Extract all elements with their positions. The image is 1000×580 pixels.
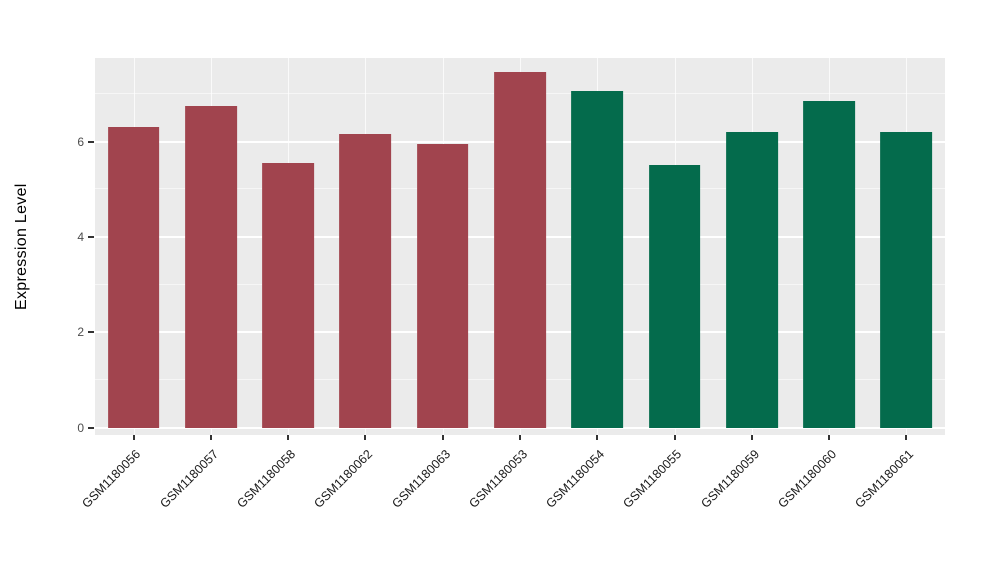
x-tick-mark xyxy=(209,435,212,440)
bar-GSM1180058 xyxy=(262,163,315,428)
x-axis-tick-marks xyxy=(95,435,945,441)
x-tick-label-GSM1180054: GSM1180054 xyxy=(543,447,608,511)
y-tick-label: 6 xyxy=(77,134,84,149)
x-tick-label-GSM1180056: GSM1180056 xyxy=(79,447,144,511)
y-tick-mark xyxy=(88,235,94,238)
x-tick-mark xyxy=(441,435,444,440)
bar-GSM1180057 xyxy=(185,105,237,428)
x-tick-label-GSM1180055: GSM1180055 xyxy=(620,447,685,511)
bar-GSM1180055 xyxy=(648,165,701,428)
y-axis-tick-marks xyxy=(88,58,95,435)
y-tick-label: 4 xyxy=(77,229,84,244)
x-tick-mark xyxy=(750,435,753,440)
x-tick-label-GSM1180063: GSM1180063 xyxy=(388,447,453,511)
x-tick-label-GSM1180060: GSM1180060 xyxy=(775,447,839,511)
x-tick-mark xyxy=(519,435,521,440)
bar-GSM1180053 xyxy=(494,72,546,428)
bar-GSM1180056 xyxy=(107,127,160,428)
bar-GSM1180060 xyxy=(803,100,855,428)
x-tick-label-GSM1180058: GSM1180058 xyxy=(234,447,299,511)
x-tick-label-GSM1180053: GSM1180053 xyxy=(466,447,530,511)
x-tick-mark xyxy=(596,435,599,440)
x-axis-tick-labels: GSM1180056 GSM1180057 GSM1180058 GSM1180062… xyxy=(80,441,945,571)
bar-GSM1180062 xyxy=(339,134,392,428)
x-tick-label-GSM1180062: GSM1180062 xyxy=(311,447,376,511)
x-tick-mark xyxy=(828,435,831,440)
y-axis-title: Expression Level xyxy=(13,183,30,310)
x-tick-mark xyxy=(364,435,367,440)
bar-GSM1180054 xyxy=(571,91,624,428)
y-axis-tick-labels: 0 2 4 6 xyxy=(40,58,84,435)
y-tick-mark xyxy=(88,140,94,143)
x-tick-mark xyxy=(287,435,290,440)
y-tick-mark xyxy=(88,426,94,429)
y-tick-label: 0 xyxy=(77,420,84,435)
bar-GSM1180063 xyxy=(416,143,469,428)
bar-GSM1180061 xyxy=(880,131,933,428)
bar-GSM1180059 xyxy=(725,131,778,428)
x-tick-mark xyxy=(673,435,676,440)
x-tick-mark xyxy=(132,435,135,440)
x-tick-label-GSM1180059: GSM1180059 xyxy=(697,447,762,511)
x-tick-label-GSM1180061: GSM1180061 xyxy=(852,447,917,511)
x-tick-mark xyxy=(905,435,908,440)
y-tick-mark xyxy=(88,331,94,334)
y-tick-label: 2 xyxy=(77,325,84,340)
plot-area xyxy=(95,58,945,435)
x-tick-label-GSM1180057: GSM1180057 xyxy=(157,447,221,511)
